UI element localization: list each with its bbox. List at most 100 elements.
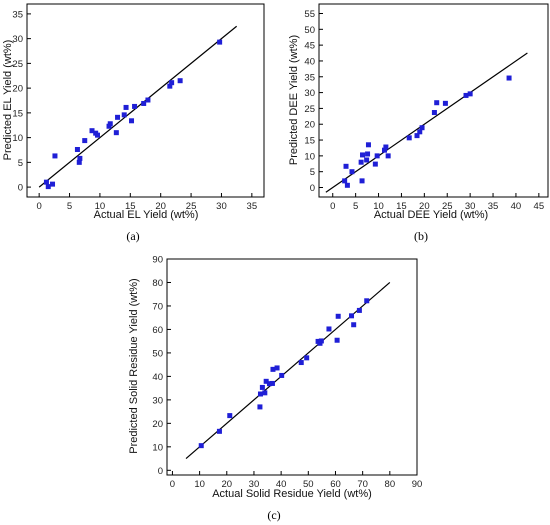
x-tick-label: 15 — [396, 201, 407, 212]
x-tick-label: 35 — [247, 201, 258, 212]
x-tick-label: 0 — [37, 201, 42, 212]
data-point — [374, 153, 380, 159]
data-point — [76, 159, 82, 165]
data-point — [326, 326, 332, 332]
data-point — [141, 100, 147, 106]
y-tick-label: 0 — [158, 466, 163, 477]
x-tick-label: 0 — [330, 201, 335, 212]
data-point — [356, 307, 362, 313]
x-tick-label: 50 — [303, 479, 314, 490]
data-point — [358, 159, 364, 165]
data-point — [364, 298, 370, 304]
plot-frame — [318, 3, 549, 198]
y-tick-label: 40 — [304, 56, 315, 67]
x-tick-label: 60 — [330, 479, 341, 490]
data-point — [364, 157, 370, 163]
data-point — [216, 428, 222, 434]
data-point — [349, 313, 355, 319]
x-tick-label: 0 — [170, 479, 175, 490]
x-tick-label: 20 — [419, 201, 430, 212]
data-point — [431, 110, 437, 116]
y-tick-label: 35 — [304, 72, 315, 83]
data-point — [113, 130, 119, 136]
y-tick-label: 10 — [12, 133, 23, 144]
x-tick-label: 35 — [488, 201, 499, 212]
y-tick-label: 30 — [12, 34, 23, 45]
fit-line — [325, 52, 528, 193]
y-tick-label: 60 — [152, 325, 163, 336]
data-point — [89, 128, 95, 134]
x-tick-label: 20 — [221, 479, 232, 490]
x-tick-label: 40 — [511, 201, 522, 212]
x-tick-label: 20 — [155, 201, 166, 212]
x-tick-label: 25 — [442, 201, 453, 212]
data-point — [43, 179, 49, 185]
chart-panel-1: 0 5 10 15 20 25 30 35 0 5 10 15 20 25 30 35 Actual EL Yi… — [2, 3, 265, 243]
data-point — [349, 169, 355, 175]
data-point — [132, 103, 138, 109]
y-tick-label: 10 — [152, 442, 163, 453]
y-tick-label: 50 — [304, 25, 315, 36]
data-point — [167, 83, 173, 89]
plot-frame — [166, 258, 418, 476]
data-point — [257, 391, 263, 397]
data-point — [115, 114, 121, 120]
x-tick-label: 90 — [412, 479, 423, 490]
y-tick-label: 35 — [12, 9, 23, 20]
data-point — [77, 155, 83, 161]
data-point — [442, 100, 448, 106]
x-tick-label: 5 — [353, 201, 358, 212]
y-tick-label: 50 — [152, 348, 163, 359]
data-point — [318, 338, 324, 344]
data-point — [343, 163, 349, 169]
x-tick-label: 10 — [95, 201, 106, 212]
data-point — [74, 146, 80, 152]
data-point — [123, 104, 129, 110]
y-tick-label: 20 — [152, 419, 163, 430]
chart-panel-3: 0 10 20 30 40 50 60 70 80 90 0 10 20 30 40 50 60 70 80 90 Ac… — [128, 255, 422, 523]
data-point — [279, 372, 285, 378]
data-point — [467, 91, 473, 97]
chart-panel-2: 0 5 10 15 20 25 30 35 40 45 0 5 10 15 20 25 30 35 40 45 50 55… — [288, 3, 549, 243]
data-point — [365, 151, 371, 157]
data-point — [266, 381, 272, 387]
x-tick-label: 30 — [249, 479, 260, 490]
data-point — [129, 118, 135, 124]
data-point — [359, 178, 365, 184]
data-point — [365, 142, 371, 148]
data-point — [381, 147, 387, 153]
data-point — [360, 152, 366, 158]
panel-label: (c) — [267, 508, 280, 522]
y-axis-title: Predicted EL Yield (wt%) — [2, 40, 14, 161]
y-tick-label: 30 — [152, 395, 163, 406]
y-tick-label: 30 — [304, 88, 315, 99]
y-tick-label: 0 — [310, 183, 315, 194]
x-tick-label: 5 — [67, 201, 72, 212]
data-point — [334, 337, 340, 343]
x-tick-label: 25 — [186, 201, 197, 212]
data-point — [406, 135, 412, 141]
data-point — [351, 322, 357, 328]
data-point — [344, 182, 350, 188]
y-tick-label: 45 — [304, 41, 315, 52]
x-tick-label: 10 — [194, 479, 205, 490]
y-tick-label: 40 — [152, 372, 163, 383]
y-tick-label: 5 — [18, 158, 23, 169]
data-point — [263, 378, 269, 384]
data-point — [259, 384, 265, 390]
data-point — [262, 390, 268, 396]
y-tick-label: 25 — [304, 104, 315, 115]
data-point — [94, 132, 100, 138]
data-point — [419, 125, 425, 131]
x-tick-label: 70 — [357, 479, 368, 490]
data-point — [434, 100, 440, 106]
data-point — [274, 365, 280, 371]
y-tick-label: 20 — [304, 120, 315, 131]
y-tick-label: 70 — [152, 301, 163, 312]
x-tick-label: 10 — [373, 201, 384, 212]
y-tick-label: 15 — [304, 136, 315, 147]
y-tick-label: 90 — [152, 255, 163, 266]
data-point — [463, 92, 469, 98]
data-point — [145, 97, 151, 103]
